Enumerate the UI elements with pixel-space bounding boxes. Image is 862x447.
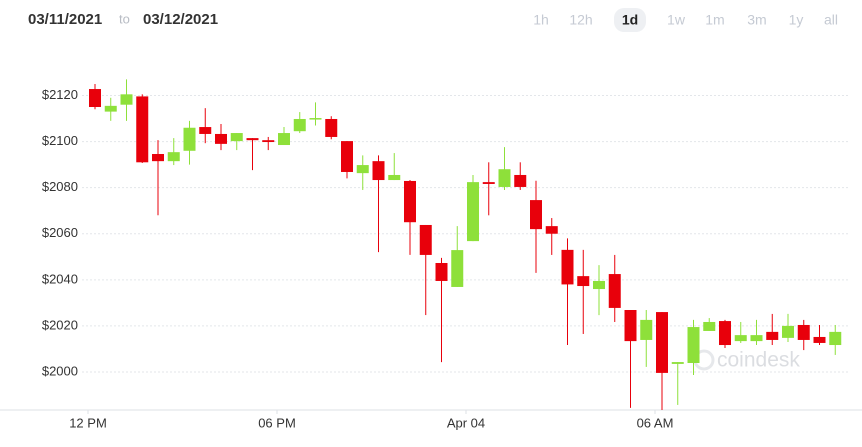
y-tick-label: $2120 xyxy=(42,87,78,102)
x-tick-label: 06 PM xyxy=(258,415,296,430)
y-tick-label: $2060 xyxy=(42,225,78,240)
candle-body xyxy=(451,250,464,287)
candle-body xyxy=(530,200,542,230)
y-tick-label: $2040 xyxy=(42,271,78,286)
candle-body xyxy=(514,174,527,187)
candle-body xyxy=(120,94,133,105)
candle-body xyxy=(687,327,700,363)
date-separator: to xyxy=(119,11,130,26)
candle-body xyxy=(136,96,149,163)
candle-body xyxy=(199,127,212,134)
candle-body xyxy=(309,118,322,120)
candle-body xyxy=(435,262,448,281)
candle-body xyxy=(577,276,590,287)
candle-body xyxy=(89,89,101,108)
candle-body xyxy=(750,335,763,342)
date-from[interactable]: 03/11/2021 xyxy=(28,11,102,28)
candle-body xyxy=(482,182,495,184)
candle-body xyxy=(766,331,779,340)
candle-body xyxy=(813,336,826,343)
x-tick-label: 06 AM xyxy=(637,415,674,430)
candle-body xyxy=(246,138,259,141)
candle-body xyxy=(404,180,416,223)
candle-body xyxy=(498,169,511,187)
candle-body xyxy=(671,362,684,364)
candle-body xyxy=(608,274,621,308)
candle-body xyxy=(703,321,716,331)
y-tick-label: $2020 xyxy=(42,317,78,332)
x-tick-label: Apr 04 xyxy=(447,415,485,430)
range-button[interactable]: 12h xyxy=(569,12,592,28)
range-button[interactable]: 1w xyxy=(667,12,686,28)
range-button[interactable]: 1y xyxy=(789,12,804,28)
candle-body xyxy=(388,174,401,181)
candle-body xyxy=(356,165,369,174)
candle-body xyxy=(561,249,574,285)
y-tick-label: $2000 xyxy=(42,363,78,378)
candle-body xyxy=(152,154,164,162)
candle-body xyxy=(734,335,747,342)
candle-body xyxy=(325,118,338,137)
y-tick-label: $2080 xyxy=(42,179,78,194)
watermark-text: coindesk xyxy=(717,349,800,372)
candle-body xyxy=(467,182,479,242)
range-button[interactable]: all xyxy=(824,12,838,28)
range-button[interactable]: 1m xyxy=(705,12,724,28)
candle-body xyxy=(719,321,731,346)
range-button[interactable]: 1h xyxy=(533,12,549,28)
date-to[interactable]: 03/12/2021 xyxy=(143,11,218,28)
candle-body xyxy=(215,133,227,144)
y-tick-label: $2100 xyxy=(42,133,78,148)
candle-body xyxy=(640,319,653,340)
candle-body xyxy=(167,152,180,162)
candle-body xyxy=(656,312,668,373)
candle-body xyxy=(545,226,558,234)
candle-body xyxy=(593,280,605,290)
candle-body xyxy=(278,133,290,146)
candle-body xyxy=(183,127,196,151)
range-selector: 1h 12h 1d 1w 1m 3m 1y all xyxy=(533,8,838,32)
candle-body xyxy=(341,141,353,172)
x-tick-label: 12 PM xyxy=(69,415,107,430)
candle-body xyxy=(782,325,794,338)
range-button[interactable]: 3m xyxy=(747,12,766,28)
candle-body xyxy=(797,324,810,340)
candle-body xyxy=(419,224,432,255)
candle-body xyxy=(829,331,842,346)
candle-body xyxy=(372,161,385,181)
candle-body xyxy=(293,118,306,132)
candle-body xyxy=(624,310,637,342)
candle-body xyxy=(104,105,117,112)
candle-body xyxy=(262,140,275,143)
range-selected-bg xyxy=(614,8,646,32)
range-button[interactable]: 1d xyxy=(622,12,638,28)
candle-body xyxy=(230,133,243,142)
